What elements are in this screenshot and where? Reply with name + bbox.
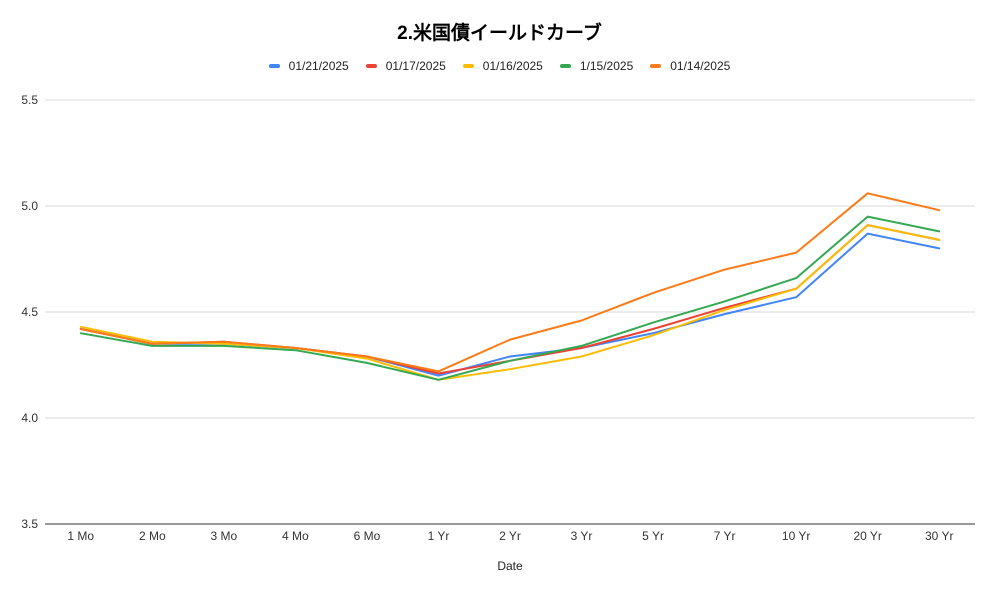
x-tick-label: 2 Yr [499,529,521,543]
legend-swatch [462,64,474,68]
x-tick-label: 2 Mo [139,529,166,543]
legend-swatch [650,64,662,68]
x-tick-label: 10 Yr [782,529,810,543]
x-axis-title: Date [497,559,523,573]
x-tick-label: 20 Yr [853,529,881,543]
x-tick-label: 1 Mo [67,529,94,543]
legend-label: 1/15/2025 [579,59,634,73]
legend-label: 01/21/2025 [288,59,349,73]
x-tick-label: 6 Mo [354,529,381,543]
x-tick-label: 7 Yr [714,529,736,543]
legend-label: 01/17/2025 [385,59,446,73]
legend-item: 01/17/2025 [365,59,446,73]
series-line-1 [79,232,941,377]
x-tick-label: 3 Yr [571,529,593,543]
x-tick-label: 30 Yr [925,529,953,543]
legend-swatch [365,64,377,68]
x-tick-label: 5 Yr [642,529,664,543]
series-line-3 [79,224,941,381]
legend-item: 01/21/2025 [268,59,349,73]
series-line-2 [79,224,941,375]
x-tick-label: 1 Yr [428,529,450,543]
legend-label: 01/14/2025 [670,59,731,73]
x-tick-label: 4 Mo [282,529,309,543]
y-tick-label: 5.5 [21,93,38,107]
x-tick-label: 3 Mo [211,529,238,543]
series-line-5 [79,192,941,373]
legend-swatch [268,64,280,68]
series-line-4 [79,215,941,381]
y-tick-label: 4.0 [21,411,38,425]
legend-item: 01/14/2025 [650,59,730,73]
y-tick-label: 4.5 [21,305,38,319]
y-tick-label: 5.0 [21,199,38,213]
legend: 01/21/2025 01/17/2025 01/16/2025 1/15/2025 0… [0,59,999,73]
y-tick-label: 3.5 [21,517,38,531]
legend-item: 1/15/2025 [559,59,634,73]
legend-label: 01/16/2025 [482,59,543,73]
legend-item: 01/16/2025 [462,59,543,73]
legend-swatch [559,64,571,68]
chart-title: 2.米国債イールドカーブ [397,23,602,44]
